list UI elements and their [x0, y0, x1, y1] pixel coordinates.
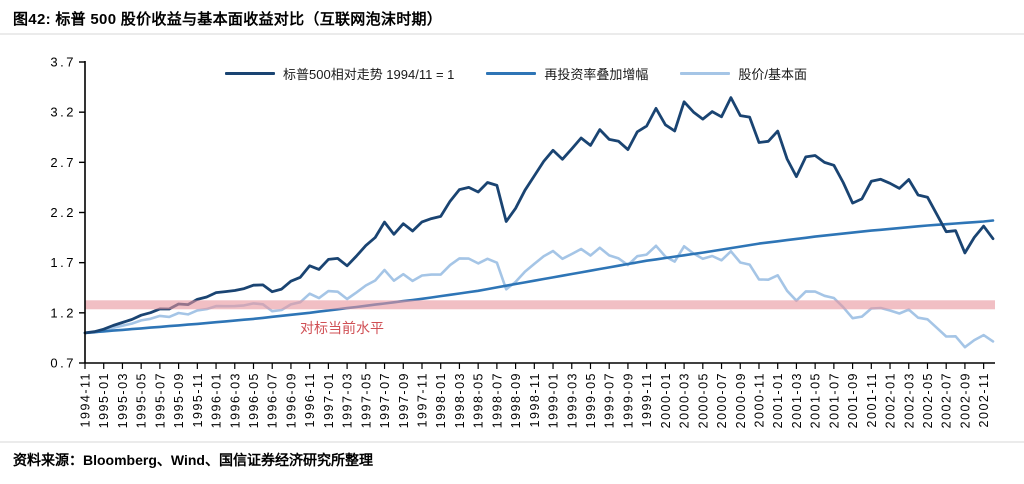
x-tick-label: 1995-03 — [116, 372, 130, 428]
x-tick-label: 1995-05 — [135, 372, 149, 428]
x-tick-label: 2002-05 — [921, 372, 935, 428]
x-tick-label: 1995-11 — [191, 372, 205, 427]
x-tick-label: 1998-09 — [509, 372, 523, 428]
x-tick-label: 2001-03 — [790, 372, 804, 428]
x-tick-label: 1997-11 — [416, 372, 430, 427]
x-tick-label: 1998-01 — [434, 372, 448, 428]
x-tick-label: 1999-07 — [603, 372, 617, 428]
x-tick-label: 1999-03 — [565, 372, 579, 428]
legend-label: 再投资率叠加增幅 — [544, 67, 649, 82]
x-tick-label: 1994-11 — [79, 372, 93, 427]
x-tick-label: 1998-03 — [453, 372, 467, 428]
legend-item-0: 标普500相对走势 1994/11 = 1 — [225, 64, 454, 83]
x-tick-label: 1997-01 — [322, 372, 336, 428]
y-tick-label: 3.7 — [50, 55, 76, 70]
legend-label: 标普500相对走势 1994/11 = 1 — [283, 67, 455, 82]
y-tick-label: 0.7 — [50, 356, 76, 371]
x-tick-label: 1999-01 — [547, 372, 561, 428]
series-line-0 — [83, 96, 995, 335]
x-tick-label: 2001-01 — [771, 372, 785, 428]
x-tick-label: 1999-05 — [584, 372, 598, 428]
x-tick-label: 1995-09 — [172, 372, 186, 428]
x-tick-label: 2000-11 — [753, 372, 767, 427]
chart-legend: 标普500相对走势 1994/11 = 1 再投资率叠加增幅 股价/基本面 — [225, 64, 807, 83]
chart-svg: 0.7 1.2 1.7 2.2 2.7 3.2 3.7 1994-11 1995-01 1995-… — [50, 55, 995, 428]
x-tick-label: 1996-03 — [228, 372, 242, 428]
x-tick-label: 1997-09 — [397, 372, 411, 428]
y-tick-label: 2.7 — [50, 155, 76, 170]
benchmark-band — [85, 300, 995, 310]
x-tick-label: 1998-05 — [472, 372, 486, 428]
title-divider — [0, 33, 1024, 35]
x-tick-label: 1998-11 — [528, 372, 542, 427]
source-note: 资料来源：Bloomberg、Wind、国信证券经济研究所整理 — [13, 452, 373, 468]
x-tick-label: 2000-03 — [678, 372, 692, 428]
legend-item-2: 股价/基本面 — [680, 64, 807, 83]
x-tick-label: 2001-07 — [827, 372, 841, 428]
x-tick-label: 1996-01 — [210, 372, 224, 428]
y-tick-label: 1.7 — [50, 255, 76, 270]
x-tick-label: 2002-03 — [902, 372, 916, 428]
x-tick-label: 2002-11 — [977, 372, 991, 427]
benchmark-annotation: 对标当前水平 — [300, 320, 384, 336]
y-tick-label: 3.2 — [50, 105, 76, 120]
x-tick-label: 2000-09 — [734, 372, 748, 428]
x-tick-label: 2000-01 — [659, 372, 673, 428]
legend-item-1: 再投资率叠加增幅 — [486, 64, 648, 83]
y-tick-label: 2.2 — [50, 205, 76, 220]
x-tick-label: 1995-01 — [97, 372, 111, 428]
legend-swatch-icon — [486, 71, 537, 76]
x-tick-label: 1997-03 — [341, 372, 355, 428]
x-tick-label: 2001-09 — [846, 372, 860, 428]
x-tick-label: 1998-07 — [490, 372, 504, 428]
x-tick-label: 2001-11 — [865, 372, 879, 427]
x-tick-label: 2001-05 — [809, 372, 823, 428]
x-tick-label: 1997-05 — [359, 372, 373, 428]
y-tick-label: 1.2 — [50, 305, 76, 320]
series-line-2 — [83, 244, 995, 349]
x-tick-label: 1996-11 — [303, 372, 317, 427]
x-tick-label: 1999-09 — [621, 372, 635, 428]
chart-generated-content: 0.7 1.2 1.7 2.2 2.7 3.2 3.7 1994-11 1995-01 1995-… — [50, 55, 995, 428]
legend-swatch-icon — [680, 71, 731, 76]
figure-title: 图42: 标普 500 股价收益与基本面收益对比（互联网泡沫时期） — [13, 11, 443, 28]
x-tick-label: 1996-07 — [266, 372, 280, 428]
x-tick-label: 2002-09 — [958, 372, 972, 428]
x-tick-label: 1996-05 — [247, 372, 261, 428]
footer-divider — [0, 441, 1024, 443]
x-tick-label: 2002-01 — [884, 372, 898, 428]
x-tick-label: 1996-09 — [284, 372, 298, 428]
legend-swatch-icon — [225, 71, 275, 76]
x-tick-label: 1997-07 — [378, 372, 392, 428]
x-tick-label: 2000-07 — [715, 372, 729, 428]
x-tick-label: 2002-07 — [940, 372, 954, 428]
x-tick-label: 1999-11 — [640, 372, 654, 427]
series-line-1 — [83, 219, 995, 335]
legend-label: 股价/基本面 — [738, 67, 808, 82]
x-tick-label: 1995-07 — [153, 372, 167, 428]
x-tick-label: 2000-05 — [696, 372, 710, 428]
